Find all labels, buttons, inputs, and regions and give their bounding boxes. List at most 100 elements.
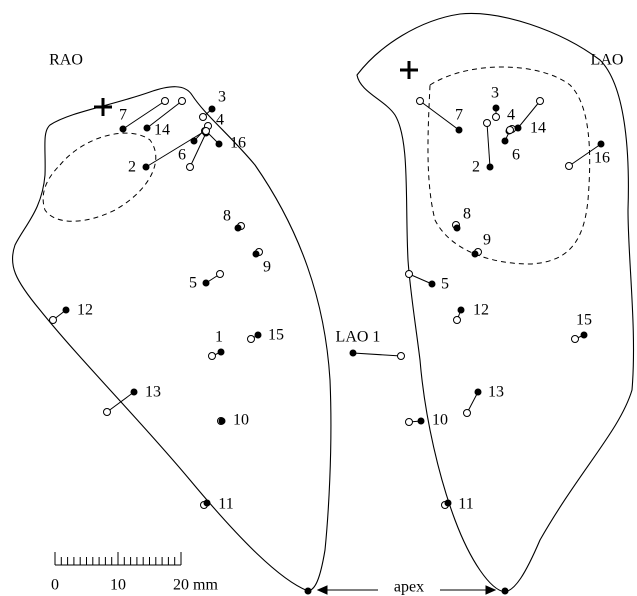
open-point <box>50 317 57 324</box>
filled-point <box>418 418 425 425</box>
filled-point <box>502 138 509 145</box>
filled-point <box>204 500 211 507</box>
open-point <box>566 163 573 170</box>
filled-point <box>475 389 482 396</box>
point-label: 7 <box>119 107 127 124</box>
open-point <box>162 98 169 105</box>
point-label: 10 <box>233 412 249 429</box>
filled-point <box>131 389 138 396</box>
filled-point <box>515 125 522 132</box>
point-label: 12 <box>77 302 93 319</box>
point-label: 7 <box>455 107 463 124</box>
point-label: 6 <box>178 147 186 164</box>
point-label: 6 <box>512 147 520 164</box>
displacement <box>107 392 134 412</box>
point-label: 12 <box>473 302 489 319</box>
point-label: 13 <box>145 384 161 401</box>
filled-point <box>235 225 242 232</box>
filled-point <box>218 349 225 356</box>
open-point <box>507 127 514 134</box>
scale-label: 0 <box>51 577 59 594</box>
filled-point <box>454 225 461 232</box>
point-label: 5 <box>441 276 449 293</box>
filled-point <box>209 106 216 113</box>
open-point <box>493 114 500 121</box>
point-label: 15 <box>268 327 284 344</box>
open-point <box>398 353 405 360</box>
open-point <box>200 114 207 121</box>
filled-point <box>350 350 357 357</box>
displacement <box>353 353 401 356</box>
point-label: 2 <box>472 159 480 176</box>
point-label: 3 <box>491 85 499 102</box>
point-label: 14 <box>154 122 170 139</box>
point-label: 8 <box>223 208 231 225</box>
open-point <box>187 164 194 171</box>
filled-point <box>144 125 151 132</box>
scale-label: 10 <box>110 577 126 594</box>
filled-point <box>219 418 226 425</box>
filled-point <box>216 141 223 148</box>
open-point <box>454 317 461 324</box>
point-label: 4 <box>216 112 224 129</box>
open-point <box>464 410 471 417</box>
filled-point <box>456 127 463 134</box>
filled-point <box>429 281 436 288</box>
view-title: LAO <box>591 52 624 69</box>
filled-point <box>493 105 500 112</box>
open-point <box>209 353 216 360</box>
point-label: 11 <box>218 496 233 513</box>
filled-point <box>143 164 150 171</box>
apex-label: apex <box>394 579 424 596</box>
open-point <box>406 419 413 426</box>
displacement <box>420 101 459 130</box>
scale-label: 20 mm <box>173 577 218 594</box>
point-label: 9 <box>263 259 271 276</box>
filled-point <box>581 332 588 339</box>
open-point <box>217 271 224 278</box>
point-label: 11 <box>458 496 473 513</box>
point-label: 2 <box>128 159 136 176</box>
view-title: RAO <box>49 52 83 69</box>
point-label: 1 <box>215 329 223 346</box>
open-point <box>484 120 491 127</box>
scale-bar <box>55 552 181 565</box>
point-label: 3 <box>218 89 226 106</box>
filled-point <box>253 251 260 258</box>
point-label: 5 <box>189 275 197 292</box>
point-label: 8 <box>463 206 471 223</box>
apex-point <box>305 588 312 595</box>
point-label: 16 <box>230 135 246 152</box>
displacement <box>487 123 490 167</box>
point-label: 16 <box>594 150 610 167</box>
rao-valve <box>43 133 156 221</box>
filled-point <box>255 332 262 339</box>
apex-point <box>502 588 509 595</box>
open-point <box>248 336 255 343</box>
figure: RAO LAO 0 10 20 mm apex 7143426168951211… <box>0 0 637 596</box>
open-point <box>179 98 186 105</box>
marker-cross <box>94 61 418 116</box>
point-label: 10 <box>432 412 448 429</box>
open-point <box>104 409 111 416</box>
open-point <box>537 98 544 105</box>
point-label: 4 <box>507 107 515 124</box>
open-point <box>203 128 210 135</box>
filled-point <box>458 307 465 314</box>
filled-point <box>598 141 605 148</box>
filled-point <box>472 251 479 258</box>
point-label: 14 <box>530 120 546 137</box>
annotation: LAO 1 <box>336 329 381 346</box>
open-point <box>572 336 579 343</box>
point-label: 9 <box>483 232 491 249</box>
open-point <box>417 98 424 105</box>
point-label: 15 <box>576 312 592 329</box>
filled-point <box>487 164 494 171</box>
filled-point <box>63 307 70 314</box>
filled-point <box>191 138 198 145</box>
open-point <box>406 271 413 278</box>
filled-point <box>120 126 127 133</box>
filled-point <box>203 280 210 287</box>
point-label: 13 <box>488 384 504 401</box>
filled-point <box>445 500 452 507</box>
